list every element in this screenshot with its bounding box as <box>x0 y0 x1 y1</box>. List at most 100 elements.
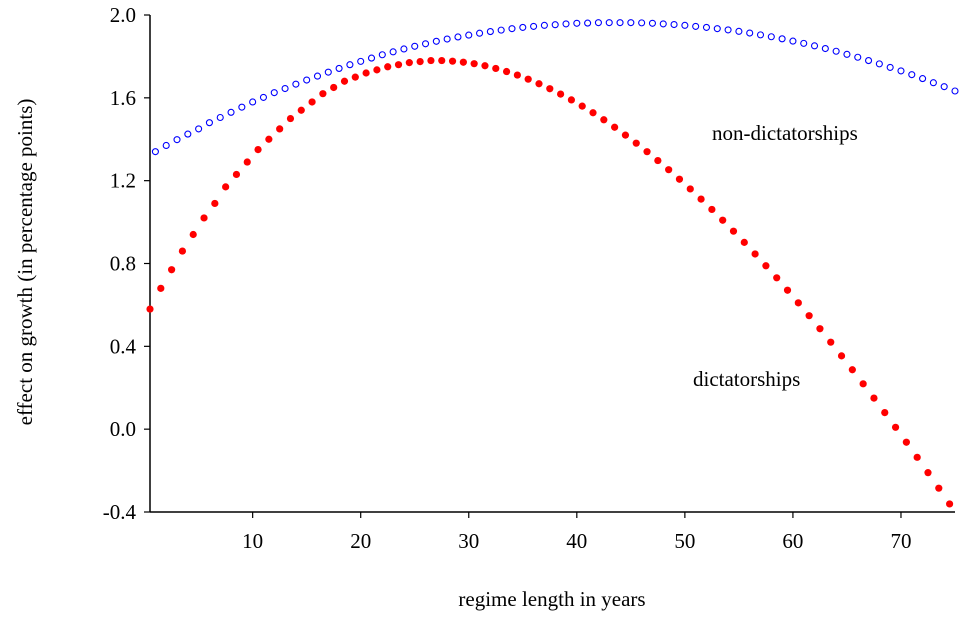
data-point <box>740 238 748 246</box>
data-point <box>448 57 457 65</box>
data-point <box>281 84 289 93</box>
x-tick-label: 10 <box>242 529 263 553</box>
data-point <box>562 20 570 28</box>
data-point <box>421 40 430 48</box>
data-point <box>508 25 516 33</box>
y-tick-label: 0.4 <box>110 334 137 358</box>
data-point <box>762 262 770 270</box>
data-point <box>492 64 500 73</box>
data-point <box>459 58 467 66</box>
x-axis-title: regime length in years <box>458 587 645 611</box>
data-point <box>708 205 716 214</box>
data-point <box>346 61 354 69</box>
data-point <box>827 338 835 346</box>
data-point <box>767 33 775 41</box>
data-point <box>810 42 819 50</box>
data-point <box>821 44 829 53</box>
data-point <box>227 108 235 116</box>
data-point <box>373 66 381 74</box>
data-point <box>270 89 278 97</box>
data-point <box>589 109 597 117</box>
data-point <box>697 195 705 203</box>
data-point <box>405 59 413 67</box>
data-point <box>584 19 592 27</box>
y-tick-label: 1.6 <box>110 86 136 110</box>
data-point <box>319 90 327 98</box>
data-point <box>151 148 159 156</box>
data-point <box>616 19 624 27</box>
series-non-dictatorships <box>151 19 959 156</box>
data-point <box>832 47 840 55</box>
data-point <box>205 119 213 127</box>
data-point <box>378 51 386 59</box>
data-point <box>686 185 694 193</box>
data-point <box>470 60 478 68</box>
data-point <box>924 469 932 477</box>
data-point <box>297 106 305 114</box>
data-point <box>627 19 635 27</box>
data-point <box>567 96 576 104</box>
data-point <box>654 156 662 165</box>
series-label-non-dictatorships: non-dictatorships <box>712 121 858 145</box>
x-ticks: 10 20 30 40 50 60 70 <box>242 512 911 553</box>
data-point <box>222 183 230 191</box>
data-point <box>756 31 765 39</box>
y-axis-title: effect on growth (in percentage points) <box>13 99 37 426</box>
data-point <box>384 63 392 71</box>
series-layer <box>146 19 959 508</box>
data-point <box>638 19 646 27</box>
data-point <box>692 22 700 30</box>
data-point <box>713 25 721 33</box>
data-point <box>870 394 878 402</box>
data-point <box>249 98 257 106</box>
x-tick-label: 40 <box>566 529 587 553</box>
data-point <box>178 247 187 255</box>
data-point <box>211 199 219 208</box>
data-point <box>232 170 241 179</box>
data-point <box>578 102 586 110</box>
data-point <box>865 57 873 65</box>
data-point <box>724 26 732 34</box>
y-tick-label: 1.2 <box>110 169 136 193</box>
data-point <box>670 20 678 29</box>
data-point <box>443 35 451 43</box>
data-point <box>157 284 165 292</box>
data-point <box>238 103 246 111</box>
data-point <box>600 116 608 124</box>
data-point <box>897 67 905 75</box>
data-point <box>513 71 521 79</box>
data-point <box>773 274 781 282</box>
data-point <box>935 484 943 492</box>
data-point <box>216 113 224 122</box>
data-point <box>648 19 656 27</box>
data-point <box>675 175 684 183</box>
data-point <box>530 22 538 30</box>
data-point <box>184 130 192 138</box>
data-point <box>794 299 802 307</box>
x-tick-label: 30 <box>458 529 479 553</box>
data-point <box>719 216 727 224</box>
data-point <box>843 50 851 58</box>
data-point <box>259 93 268 101</box>
data-point <box>351 73 359 81</box>
y-tick-label: -0.4 <box>103 500 137 524</box>
data-point <box>411 42 419 50</box>
data-point <box>751 250 759 258</box>
data-point <box>605 19 613 27</box>
series-label-dictatorships: dictatorships <box>693 367 800 391</box>
y-tick-label: 0.0 <box>110 417 136 441</box>
data-point <box>200 214 208 222</box>
data-point <box>621 131 630 139</box>
data-point <box>919 75 927 83</box>
data-point <box>476 29 484 37</box>
y-tick-label: 0.8 <box>110 252 136 276</box>
data-point <box>173 136 181 144</box>
data-point <box>535 80 543 88</box>
x-tick-label: 50 <box>674 529 695 553</box>
data-point <box>611 123 619 131</box>
data-point <box>886 63 894 71</box>
data-point <box>335 64 343 72</box>
data-point <box>859 380 867 388</box>
y-ticks: -0.4 0.0 0.4 0.8 1.2 1.6 2.0 <box>103 3 150 524</box>
data-point <box>389 48 397 56</box>
